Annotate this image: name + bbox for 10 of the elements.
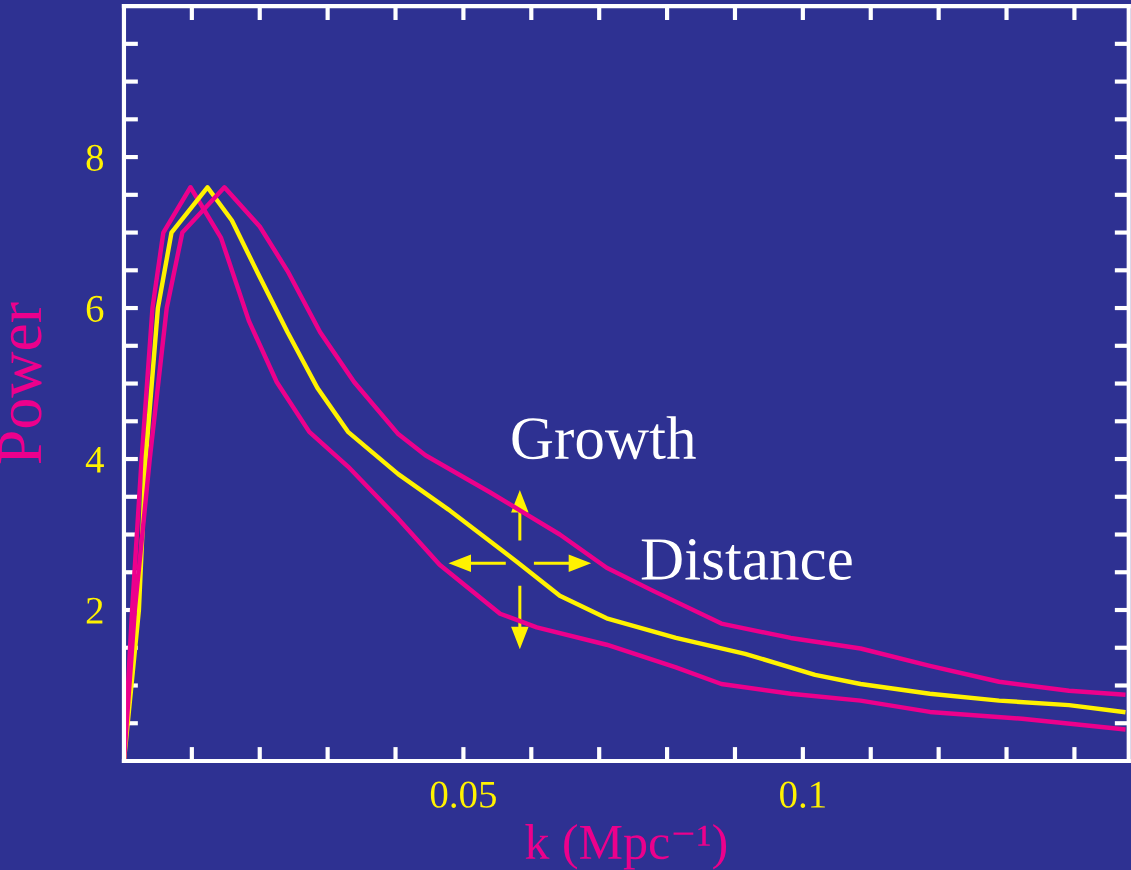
y-tick-label: 8 bbox=[86, 144, 104, 171]
y-axis-title: Power bbox=[0, 302, 42, 464]
y-tick-label: 2 bbox=[86, 597, 103, 624]
x-tick-label: 0.1 bbox=[780, 781, 825, 808]
x-axis-title: k (Mpc⁻¹) bbox=[525, 824, 727, 870]
x-tick-label: 0.05 bbox=[430, 781, 496, 808]
annotation: Growth bbox=[512, 416, 696, 460]
y-tick-label: 4 bbox=[85, 446, 104, 473]
y-tick-label: 6 bbox=[86, 295, 104, 322]
annotation: Distance bbox=[641, 538, 852, 581]
